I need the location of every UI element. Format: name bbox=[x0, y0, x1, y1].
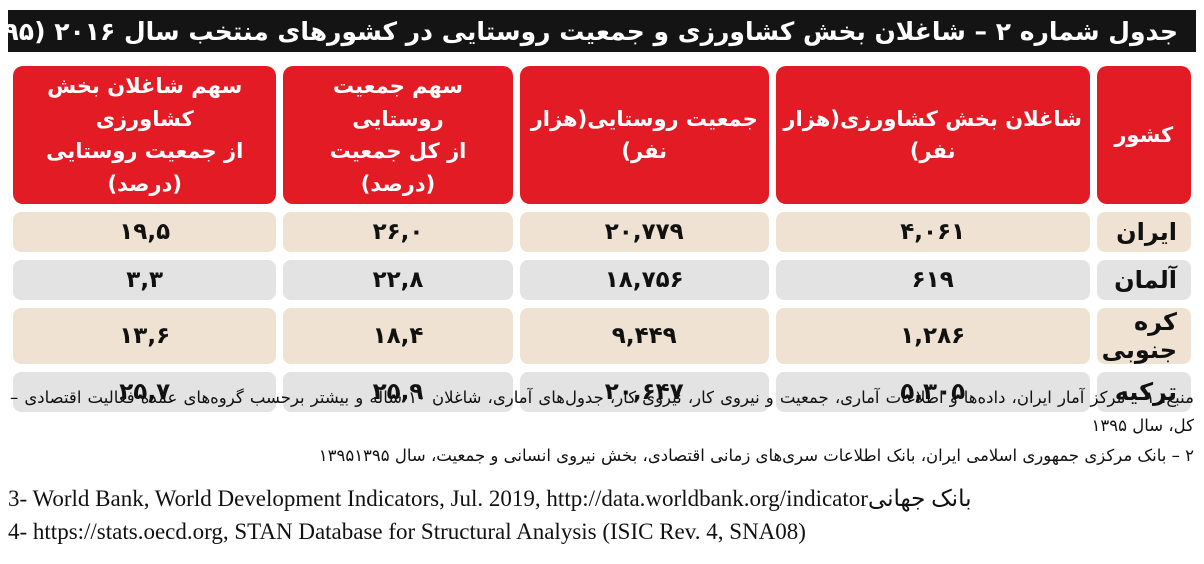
table-row-iran: ایران ۴,۰۶۱ ۲۰,۷۷۹ ۲۶,۰ ۱۹,۵ bbox=[13, 212, 1191, 253]
cell-agri-share: ۲۵,۷ bbox=[13, 372, 277, 413]
source-note-4: 4- https://stats.oecd.org, STAN Database… bbox=[8, 519, 806, 544]
header-rural-share-label: سهم جمعیت روستایی bbox=[332, 74, 464, 131]
header-rural-pop: جمعیت روستایی(هزار نفر) bbox=[519, 66, 769, 205]
cell-rural-share: ۲۵,۹ bbox=[283, 372, 513, 413]
header-country-label: کشور bbox=[1114, 122, 1174, 147]
cell-country: ترکیه bbox=[1096, 372, 1191, 413]
cell-agri-employed: ۴,۰۶۱ bbox=[775, 212, 1090, 253]
cell-country: ایران bbox=[1096, 212, 1191, 253]
header-rural-share-unit: از کل جمعیت (درصد) bbox=[329, 139, 467, 196]
table-title: جدول شماره ۲ – شاغلان بخش کشاورزی و جمعی… bbox=[0, 10, 1196, 52]
cell-rural-share: ۲۲,۸ bbox=[283, 260, 513, 301]
source-note-1: منبع: ۱ – مرکز آمار ایران، داده‌ها و اطل… bbox=[10, 388, 1194, 435]
cell-agri-employed: ۱,۲۸۶ bbox=[775, 308, 1090, 365]
cell-rural-pop: ۹,۴۴۹ bbox=[519, 308, 769, 365]
source-note-2: ۲ – بانک مرکزی جمهوری اسلامی ایران، بانک… bbox=[318, 446, 1194, 465]
header-rural-share: سهم جمعیت روستایی از کل جمعیت (درصد) bbox=[283, 66, 513, 205]
source-notes: منبع: ۱ – مرکز آمار ایران، داده‌ها و اطل… bbox=[10, 384, 1194, 470]
cell-agri-employed: ۶۱۹ bbox=[775, 260, 1090, 301]
cell-agri-share: ۱۳,۶ bbox=[13, 308, 277, 365]
header-agri-share: سهم شاغلان بخش کشاورزی از جمعیت روستایی … bbox=[13, 66, 277, 205]
cell-country: کره جنوبی bbox=[1096, 308, 1191, 365]
cell-rural-pop: ۲۰,۶۴۷ bbox=[519, 372, 769, 413]
header-country: کشور bbox=[1096, 66, 1191, 205]
table-row-turkey: ترکیه ۵,۳۰۵ ۲۰,۶۴۷ ۲۵,۹ ۲۵,۷ bbox=[13, 372, 1191, 413]
cell-rural-pop: ۲۰,۷۷۹ bbox=[519, 212, 769, 253]
data-table: کشور شاغلان بخش کشاورزی(هزار نفر) جمعیت … bbox=[6, 58, 1198, 420]
cell-rural-share: ۲۶,۰ bbox=[283, 212, 513, 253]
header-agri-share-unit: از جمعیت روستایی (درصد) bbox=[46, 139, 244, 196]
header-agri-employed-label: شاغلان بخش کشاورزی bbox=[839, 106, 1082, 131]
source-note-3: 3- World Bank, World Development Indicat… bbox=[8, 486, 972, 511]
cell-country: آلمان bbox=[1096, 260, 1191, 301]
table-title-text: جدول شماره ۲ – شاغلان بخش کشاورزی و جمعی… bbox=[0, 16, 1178, 46]
cell-agri-employed: ۵,۳۰۵ bbox=[775, 372, 1090, 413]
header-agri-employed: شاغلان بخش کشاورزی(هزار نفر) bbox=[775, 66, 1090, 205]
cell-agri-share: ۳,۳ bbox=[13, 260, 277, 301]
table-row-germany: آلمان ۶۱۹ ۱۸,۷۵۶ ۲۲,۸ ۳,۳ bbox=[13, 260, 1191, 301]
header-rural-pop-label: جمعیت روستایی bbox=[587, 106, 758, 131]
table-row-south-korea: کره جنوبی ۱,۲۸۶ ۹,۴۴۹ ۱۸,۴ ۱۳,۶ bbox=[13, 308, 1191, 365]
header-agri-share-label: سهم شاغلان بخش کشاورزی bbox=[47, 74, 243, 131]
cell-agri-share: ۱۹,۵ bbox=[13, 212, 277, 253]
cell-rural-pop: ۱۸,۷۵۶ bbox=[519, 260, 769, 301]
cell-rural-share: ۱۸,۴ bbox=[283, 308, 513, 365]
header-row: کشور شاغلان بخش کشاورزی(هزار نفر) جمعیت … bbox=[13, 66, 1191, 205]
header-rural-pop-unit: (هزار نفر) bbox=[530, 106, 668, 164]
header-agri-employed-unit: (هزار نفر) bbox=[783, 106, 956, 164]
